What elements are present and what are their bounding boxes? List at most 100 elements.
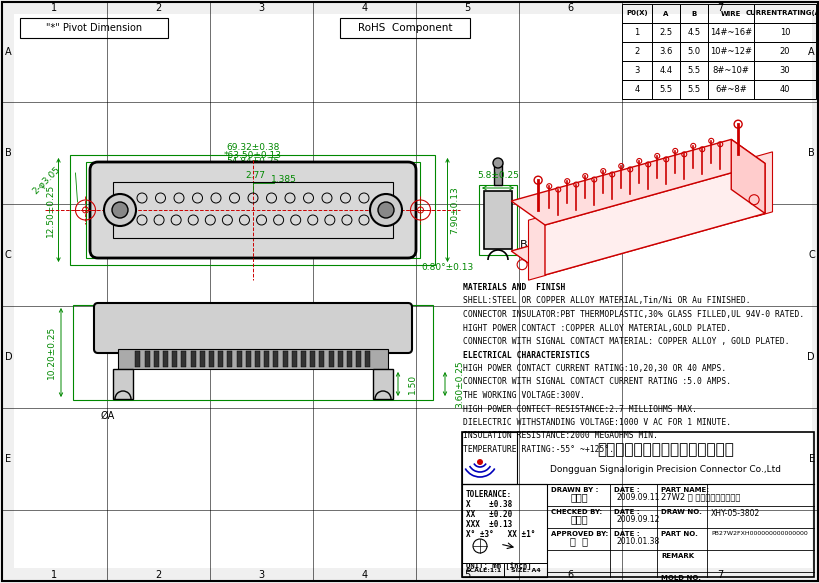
Bar bbox=[679, 42, 707, 61]
Text: HIGH POWER CONTACT CURRENT RATING:10,20,30 OR 40 AMPS.: HIGH POWER CONTACT CURRENT RATING:10,20,… bbox=[463, 364, 726, 373]
Text: P0(X): P0(X) bbox=[626, 10, 647, 16]
Bar bbox=[622, 80, 651, 99]
Text: 1.385: 1.385 bbox=[270, 175, 296, 184]
Text: SCALE:1:1: SCALE:1:1 bbox=[464, 567, 500, 573]
Circle shape bbox=[104, 194, 136, 226]
Text: XHY-05-3802: XHY-05-3802 bbox=[710, 509, 759, 518]
Bar bbox=[493, 163, 501, 185]
Text: 3.6: 3.6 bbox=[658, 47, 672, 56]
Bar bbox=[753, 23, 815, 42]
Bar bbox=[255, 351, 260, 367]
Text: 5: 5 bbox=[464, 570, 470, 580]
Text: 2-φ3.05: 2-φ3.05 bbox=[31, 164, 62, 195]
Bar bbox=[319, 351, 324, 367]
Bar bbox=[86, 162, 419, 258]
Bar bbox=[651, 4, 679, 23]
Bar bbox=[346, 351, 351, 367]
Bar bbox=[679, 23, 707, 42]
Bar bbox=[172, 351, 177, 367]
Circle shape bbox=[492, 158, 502, 168]
Bar bbox=[365, 351, 370, 367]
Bar bbox=[478, 185, 516, 255]
Text: TEMPERATURE RATING:-55° ~+125°.: TEMPERATURE RATING:-55° ~+125°. bbox=[463, 445, 613, 454]
Text: 10.20±0.25: 10.20±0.25 bbox=[47, 326, 56, 379]
Bar bbox=[651, 42, 679, 61]
Bar bbox=[218, 351, 223, 367]
Text: REMARK: REMARK bbox=[660, 553, 693, 559]
Text: 12.50±0.25: 12.50±0.25 bbox=[46, 184, 55, 237]
Text: 3.60±0.25: 3.60±0.25 bbox=[455, 360, 464, 408]
Text: 5.8±0.25: 5.8±0.25 bbox=[477, 171, 518, 180]
Text: 东莞市迅颏原精密连接器有限公司: 东莞市迅颏原精密连接器有限公司 bbox=[596, 442, 733, 458]
Text: 3: 3 bbox=[258, 570, 265, 580]
Bar bbox=[163, 351, 168, 367]
Bar bbox=[461, 484, 546, 577]
Bar bbox=[310, 351, 315, 367]
Circle shape bbox=[369, 194, 401, 226]
Polygon shape bbox=[528, 215, 545, 280]
Bar bbox=[301, 351, 305, 367]
Text: 5.5: 5.5 bbox=[658, 85, 672, 94]
Text: 3: 3 bbox=[258, 3, 265, 13]
Text: C: C bbox=[808, 250, 814, 260]
Bar bbox=[20, 18, 168, 38]
Bar bbox=[651, 80, 679, 99]
Text: CHECKED BY:: CHECKED BY: bbox=[550, 509, 601, 515]
Text: 10: 10 bbox=[779, 28, 790, 37]
Text: HIGHT POWER CONTACT :COPPER ALLOY MATERIAL,GOLD PLATED.: HIGHT POWER CONTACT :COPPER ALLOY MATERI… bbox=[463, 324, 731, 332]
Text: 6#~8#: 6#~8# bbox=[714, 85, 746, 94]
Bar bbox=[135, 351, 140, 367]
Text: MATERIALS AND  FINISH: MATERIALS AND FINISH bbox=[463, 283, 564, 292]
Text: MOLD NO.: MOLD NO. bbox=[660, 575, 700, 581]
Bar bbox=[118, 349, 387, 369]
Text: E: E bbox=[5, 454, 11, 464]
Text: ØA: ØA bbox=[101, 411, 115, 421]
Text: CONNECTOR WITH SIGNAL CONTACT CURRENT RATING :5.0 AMPS.: CONNECTOR WITH SIGNAL CONTACT CURRENT RA… bbox=[463, 378, 731, 387]
Text: 5.5: 5.5 bbox=[686, 66, 699, 75]
Circle shape bbox=[477, 459, 482, 465]
Text: 1.50: 1.50 bbox=[408, 374, 417, 394]
Bar bbox=[679, 4, 707, 23]
Text: 45.50: 45.50 bbox=[240, 163, 265, 173]
Text: *63.50±0.13: *63.50±0.13 bbox=[224, 150, 282, 160]
Bar bbox=[707, 61, 753, 80]
Bar bbox=[237, 351, 242, 367]
Text: A: A bbox=[5, 47, 11, 57]
Text: 5.5: 5.5 bbox=[686, 85, 699, 94]
Bar bbox=[227, 351, 233, 367]
Text: DIELECTRIC WITHSTANDING VOLTAGE:1000 V AC FOR 1 MINUTE.: DIELECTRIC WITHSTANDING VOLTAGE:1000 V A… bbox=[463, 418, 731, 427]
Text: WIRE: WIRE bbox=[720, 10, 740, 16]
FancyBboxPatch shape bbox=[90, 162, 415, 258]
Bar bbox=[461, 432, 813, 577]
Bar bbox=[679, 80, 707, 99]
Bar bbox=[274, 351, 278, 367]
Text: 54.84±0.25: 54.84±0.25 bbox=[226, 157, 279, 167]
Text: 2.5: 2.5 bbox=[658, 28, 672, 37]
Bar bbox=[622, 61, 651, 80]
Text: A: A bbox=[808, 47, 814, 57]
Text: 2: 2 bbox=[155, 3, 161, 13]
Bar bbox=[200, 351, 205, 367]
Bar bbox=[622, 42, 651, 61]
Text: XX   ±0.20: XX ±0.20 bbox=[465, 510, 512, 519]
Text: DRAWN BY :: DRAWN BY : bbox=[550, 487, 598, 493]
Bar bbox=[283, 351, 287, 367]
Text: 5.0: 5.0 bbox=[686, 47, 699, 56]
Bar bbox=[707, 23, 753, 42]
Bar bbox=[373, 369, 392, 399]
Bar bbox=[73, 305, 432, 400]
Text: UNIT: mm [inch]: UNIT: mm [inch] bbox=[465, 562, 531, 570]
Polygon shape bbox=[545, 163, 764, 275]
Text: 4: 4 bbox=[361, 3, 367, 13]
Text: 2009.09.12: 2009.09.12 bbox=[616, 515, 658, 524]
Text: APPROVED BY:: APPROVED BY: bbox=[550, 531, 608, 537]
Text: D: D bbox=[5, 352, 12, 362]
Text: C: C bbox=[5, 250, 11, 260]
Text: 2: 2 bbox=[634, 47, 639, 56]
Bar bbox=[651, 23, 679, 42]
Text: CONNECTOR INSULATOR:PBT THERMOPLASTIC,30% GLASS FILLED,UL 94V-0 RATED.: CONNECTOR INSULATOR:PBT THERMOPLASTIC,30… bbox=[463, 310, 803, 319]
Text: 4.5: 4.5 bbox=[686, 28, 699, 37]
Bar bbox=[337, 351, 342, 367]
Text: THE WORKING VOLTAGE:300V.: THE WORKING VOLTAGE:300V. bbox=[463, 391, 584, 400]
Text: 2: 2 bbox=[155, 570, 161, 580]
